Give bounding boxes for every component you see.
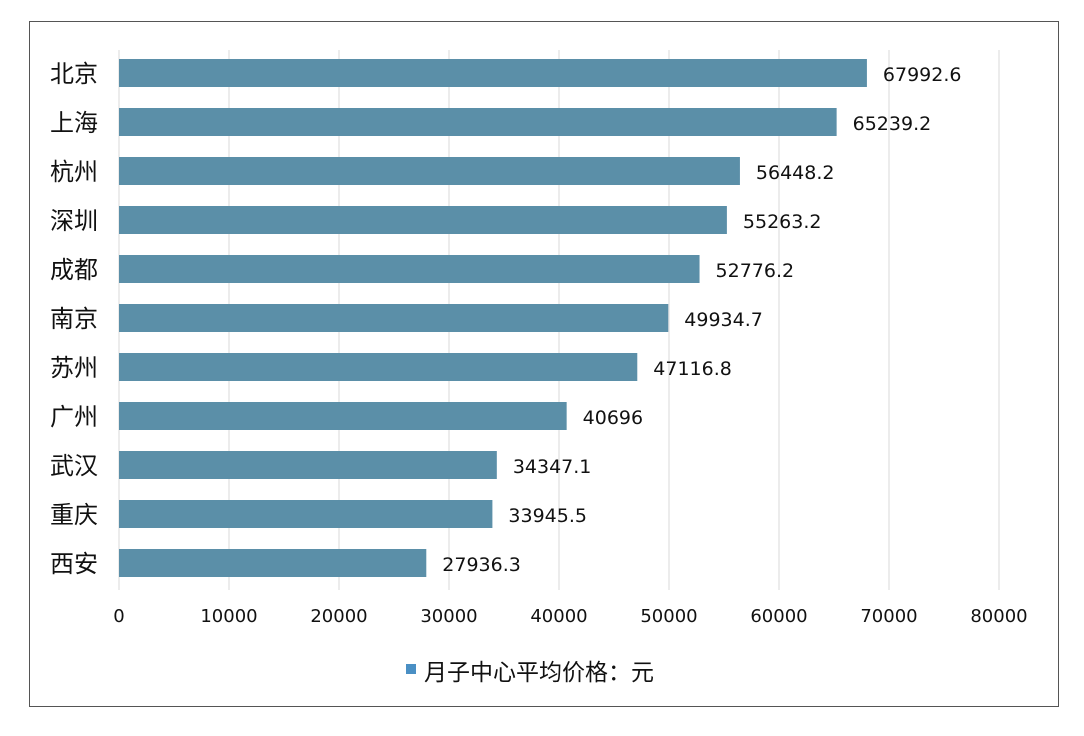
data-label: 67992.6 [883, 64, 962, 86]
bar [119, 500, 493, 528]
data-label: 40696 [583, 407, 643, 429]
category-label: 杭州 [50, 158, 98, 186]
legend-label: 月子中心平均价格：元 [424, 660, 654, 686]
bar [119, 157, 740, 185]
category-label: 深圳 [50, 207, 98, 235]
category-label: 重庆 [50, 501, 98, 529]
x-tick-label: 40000 [530, 606, 587, 627]
data-label: 65239.2 [853, 113, 932, 135]
category-label: 成都 [50, 256, 98, 284]
x-tick-label: 10000 [200, 606, 257, 627]
bar [119, 549, 427, 577]
data-label: 56448.2 [756, 162, 835, 184]
x-tick-label: 30000 [420, 606, 477, 627]
category-label: 西安 [50, 550, 98, 578]
bar [119, 304, 669, 332]
x-tick-label: 20000 [310, 606, 367, 627]
data-label: 49934.7 [684, 309, 763, 331]
x-tick-label: 60000 [750, 606, 807, 627]
bar [119, 402, 567, 430]
x-tick-label: 50000 [640, 606, 697, 627]
category-label: 南京 [50, 305, 98, 333]
legend-swatch [406, 664, 416, 674]
data-label: 27936.3 [442, 554, 521, 576]
data-label: 33945.5 [508, 505, 587, 527]
data-label: 55263.2 [743, 211, 822, 233]
category-label: 北京 [50, 60, 98, 88]
bar [119, 59, 867, 87]
data-label: 52776.2 [716, 260, 795, 282]
category-label: 上海 [50, 109, 98, 137]
bar [119, 108, 837, 136]
data-label: 34347.1 [513, 456, 592, 478]
category-label: 苏州 [50, 354, 98, 382]
bar [119, 451, 497, 479]
category-label: 武汉 [50, 452, 98, 480]
x-tick-label: 80000 [970, 606, 1027, 627]
bar [119, 255, 700, 283]
x-tick-label: 70000 [860, 606, 917, 627]
bar [119, 206, 727, 234]
data-label: 47116.8 [653, 358, 732, 380]
bar [119, 353, 638, 381]
x-tick-label: 0 [113, 606, 124, 627]
category-label: 广州 [50, 403, 98, 431]
